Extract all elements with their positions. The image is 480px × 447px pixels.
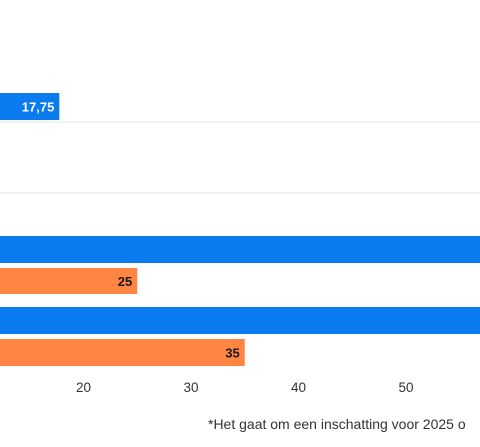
bar-value-label: 25 xyxy=(118,274,132,289)
x-tick-label: 40 xyxy=(291,380,306,395)
bar-blue xyxy=(0,307,480,334)
bar-blue xyxy=(0,93,60,120)
bar-orange xyxy=(0,339,245,366)
bar-blue xyxy=(0,236,480,263)
gridlines xyxy=(0,121,480,194)
bars: 17,75 25 35 xyxy=(0,93,480,366)
x-tick-label: 50 xyxy=(398,380,413,395)
footnote: *Het gaat om een inschatting voor 2025 o xyxy=(208,416,466,432)
bar-orange xyxy=(0,268,138,294)
x-tick-label: 30 xyxy=(183,380,198,395)
bar-value-label: 35 xyxy=(225,346,239,361)
x-axis-ticks: 20 30 40 50 xyxy=(76,380,414,395)
bar-value-label: 17,75 xyxy=(22,100,55,115)
x-tick-label: 20 xyxy=(76,380,91,395)
